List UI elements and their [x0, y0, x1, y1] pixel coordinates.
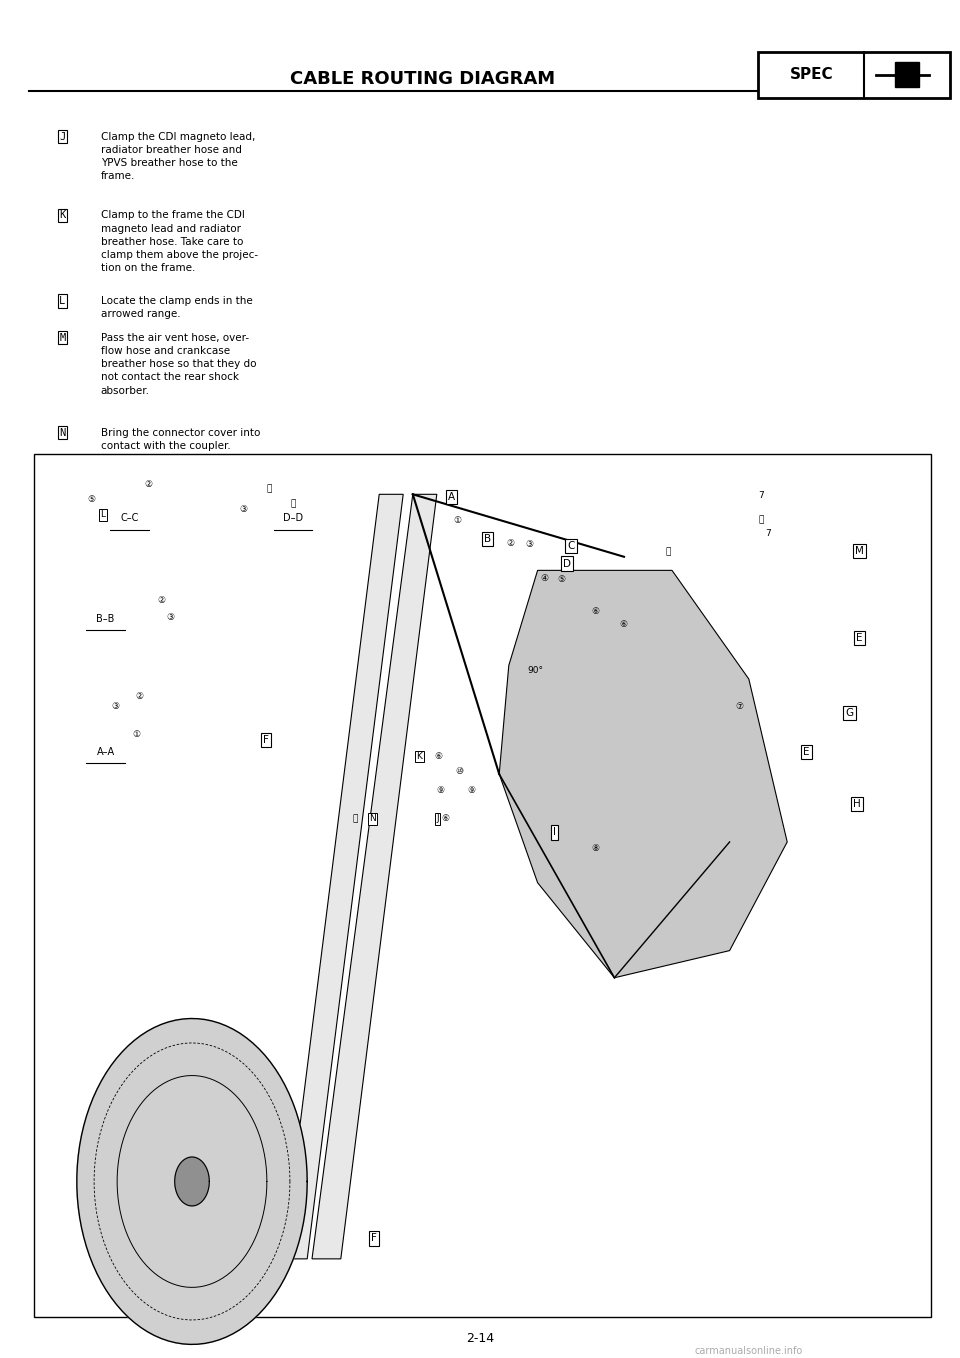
Text: ⑥: ⑥ [442, 815, 449, 823]
Text: ⑨: ⑨ [468, 786, 475, 794]
Text: D: D [564, 558, 571, 569]
Text: L: L [100, 511, 106, 519]
Text: ⑮: ⑮ [352, 815, 358, 823]
Text: A: A [447, 492, 455, 502]
Text: ⑤: ⑤ [558, 576, 565, 584]
Text: A–A: A–A [97, 747, 114, 756]
Polygon shape [312, 494, 437, 1259]
Text: D–D: D–D [283, 513, 302, 523]
Text: ⑧: ⑧ [591, 845, 599, 853]
Polygon shape [77, 1018, 307, 1344]
Text: SPEC: SPEC [789, 67, 833, 83]
Text: H: H [853, 799, 861, 809]
Text: F: F [263, 735, 269, 746]
Text: N: N [60, 428, 65, 437]
Text: ⑩: ⑩ [456, 767, 464, 775]
Text: ⑬: ⑬ [665, 547, 671, 555]
Text: ③: ③ [525, 540, 533, 549]
Text: ②: ② [507, 539, 515, 547]
Text: CABLE ROUTING DIAGRAM: CABLE ROUTING DIAGRAM [290, 69, 555, 88]
Text: E: E [804, 747, 809, 758]
Text: B: B [484, 534, 492, 545]
Polygon shape [499, 570, 787, 978]
Text: ①: ① [453, 516, 461, 524]
Text: J: J [60, 132, 65, 141]
Text: ②: ② [135, 693, 143, 701]
Text: ⑥: ⑥ [619, 621, 627, 629]
Text: Clamp to the frame the CDI
magneto lead and radiator
breather hose. Take care to: Clamp to the frame the CDI magneto lead … [101, 210, 258, 273]
Text: carmanualsonline.info: carmanualsonline.info [695, 1346, 803, 1357]
Polygon shape [895, 62, 920, 87]
Text: K: K [417, 752, 422, 760]
Text: ③: ③ [111, 702, 119, 710]
Text: Clamp the CDI magneto lead,
radiator breather hose and
YPVS breather hose to the: Clamp the CDI magneto lead, radiator bre… [101, 132, 255, 182]
Text: C: C [567, 540, 575, 551]
Text: N: N [369, 815, 376, 823]
Text: ⑫: ⑫ [290, 500, 296, 508]
Text: ⑦: ⑦ [735, 702, 743, 710]
Text: ③: ③ [240, 505, 248, 513]
Text: C–C: C–C [120, 513, 139, 523]
Text: 90°: 90° [528, 667, 543, 675]
Text: J: J [437, 815, 439, 823]
Text: ⑥: ⑥ [435, 752, 443, 760]
Polygon shape [175, 1157, 209, 1206]
Text: 2-14: 2-14 [466, 1332, 494, 1346]
Text: Bring the connector cover into
contact with the coupler.: Bring the connector cover into contact w… [101, 428, 260, 451]
Text: 7: 7 [758, 492, 764, 500]
Text: I: I [553, 827, 557, 838]
Text: ②: ② [157, 596, 165, 604]
Text: ③: ③ [167, 614, 175, 622]
Text: ⑥: ⑥ [591, 607, 599, 615]
Text: ④: ④ [540, 574, 548, 583]
Text: M: M [60, 333, 65, 342]
Text: B–B: B–B [96, 614, 115, 623]
Text: ⑨: ⑨ [437, 786, 444, 794]
Text: ⑤: ⑤ [87, 496, 95, 504]
Text: G: G [846, 708, 853, 718]
Text: M: M [854, 546, 864, 557]
Text: Pass the air vent hose, over-
flow hose and crankcase
breather hose so that they: Pass the air vent hose, over- flow hose … [101, 333, 256, 395]
Text: Locate the clamp ends in the
arrowed range.: Locate the clamp ends in the arrowed ran… [101, 296, 252, 319]
Text: ⑪: ⑪ [266, 485, 272, 493]
Text: ②: ② [145, 481, 153, 489]
Text: F: F [372, 1233, 377, 1244]
Text: ⑭: ⑭ [758, 516, 764, 524]
Text: ①: ① [132, 731, 140, 739]
Text: 7: 7 [765, 530, 771, 538]
Text: E: E [856, 633, 862, 644]
Text: L: L [60, 296, 65, 306]
Polygon shape [283, 494, 403, 1259]
Text: K: K [60, 210, 65, 220]
